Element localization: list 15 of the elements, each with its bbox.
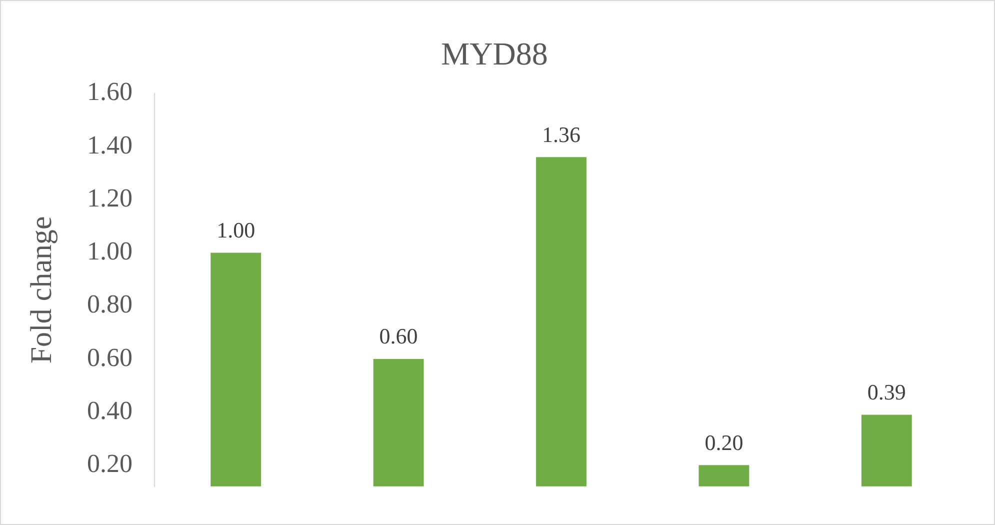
y-tick-label: 0.80 — [87, 290, 132, 319]
data-label: 0.39 — [867, 379, 906, 404]
chart-title: MYD88 — [441, 36, 548, 72]
y-axis-title: Fold change — [24, 216, 58, 364]
data-label: 0.60 — [379, 324, 418, 349]
data-label: 0.20 — [704, 430, 744, 455]
y-tick-label: 0.60 — [87, 342, 132, 372]
y-tick-label: 1.00 — [87, 236, 132, 266]
data-label: 1.36 — [542, 122, 580, 147]
data-label: 1.00 — [216, 218, 256, 243]
y-tick-label: 0.20 — [87, 448, 132, 478]
y-tick-label: 0.40 — [87, 396, 132, 425]
y-tick-label: 1.20 — [87, 183, 132, 212]
y-tick-label: 1.40 — [87, 130, 132, 160]
y-tick-label: 1.60 — [87, 77, 132, 106]
